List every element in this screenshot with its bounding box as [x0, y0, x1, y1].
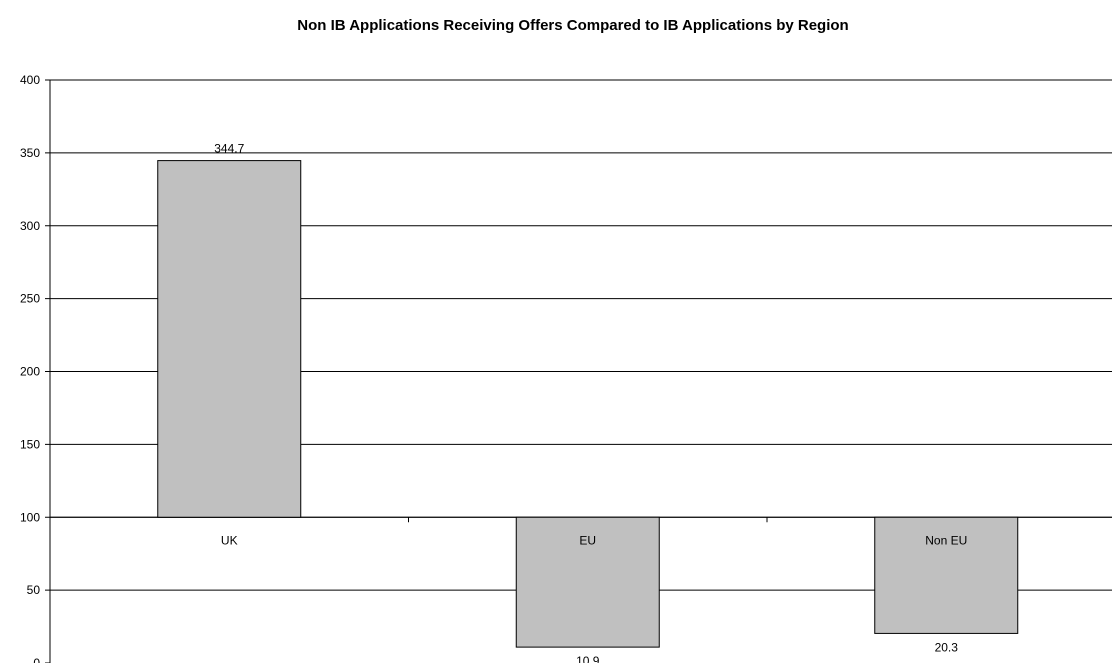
category-label: Non EU — [925, 533, 967, 547]
bar-eu — [515, 516, 660, 648]
bar-non-eu — [874, 516, 1019, 634]
y-tick-label: 400 — [20, 73, 40, 87]
y-tick-label: 200 — [20, 365, 40, 379]
y-tick-label: 0 — [33, 656, 40, 663]
data-label: 10.9 — [576, 654, 600, 663]
chart-title: Non IB Applications Receiving Offers Com… — [297, 17, 848, 34]
y-tick-label: 150 — [20, 437, 40, 451]
category-label: EU — [579, 533, 596, 547]
bar-uk — [157, 160, 302, 518]
bars — [157, 160, 1019, 648]
data-label: 20.3 — [935, 640, 959, 654]
labels: 0 50 100 150 200 250 300 350 400 UK 344.7 EU 10.9 Non… — [20, 73, 967, 663]
y-tick-label: 250 — [20, 292, 40, 306]
y-tick-label: 50 — [27, 583, 41, 597]
data-label: 344.7 — [214, 142, 244, 156]
y-tick-label: 350 — [20, 146, 40, 160]
y-tick-label: 300 — [20, 219, 40, 233]
category-label: UK — [221, 533, 238, 547]
y-tick-label: 100 — [20, 510, 40, 524]
